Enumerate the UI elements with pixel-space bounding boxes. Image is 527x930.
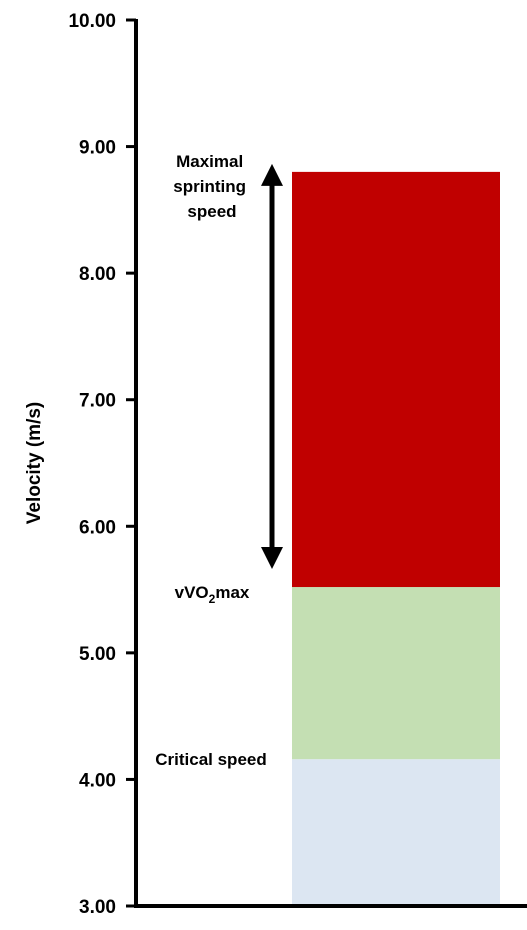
y-tick-label: 6.00	[79, 517, 116, 538]
max-sprint-line: speed	[187, 202, 236, 221]
axes	[134, 19, 527, 908]
y-ticks: 3.00 4.00 5.00 6.00 7.00 8.00 9.00 10.00	[68, 11, 136, 918]
y-tick-label: 7.00	[79, 391, 116, 412]
vvo2max-label: vVO2max	[175, 583, 250, 606]
max-sprint-line: Maximal	[176, 152, 243, 171]
max-sprint-line: sprinting	[173, 177, 246, 196]
range-arrow	[261, 163, 283, 570]
vvo2max-subscript: 2	[209, 592, 216, 606]
y-tick-label: 4.00	[79, 770, 116, 791]
max-sprint-label: Maximal sprinting speed	[173, 152, 250, 221]
bar-segment-2	[292, 171, 500, 588]
bar-segment-0	[292, 759, 500, 906]
bar-segment-1	[292, 587, 500, 760]
vvo2max-suffix: max	[215, 583, 250, 602]
y-tick-label: 10.00	[68, 11, 116, 32]
y-tick-label: 9.00	[79, 138, 116, 159]
arrow-head-top	[261, 163, 283, 186]
y-tick-label: 3.00	[79, 897, 116, 918]
y-axis-title: Velocity (m/s)	[24, 402, 45, 525]
y-tick-label: 8.00	[79, 264, 116, 285]
bar-segments	[292, 171, 500, 906]
critical-speed-label: Critical speed	[155, 750, 267, 769]
y-tick-label: 5.00	[79, 644, 116, 665]
arrow-head-bottom	[261, 547, 283, 570]
vvo2max-prefix: vVO	[175, 583, 209, 602]
